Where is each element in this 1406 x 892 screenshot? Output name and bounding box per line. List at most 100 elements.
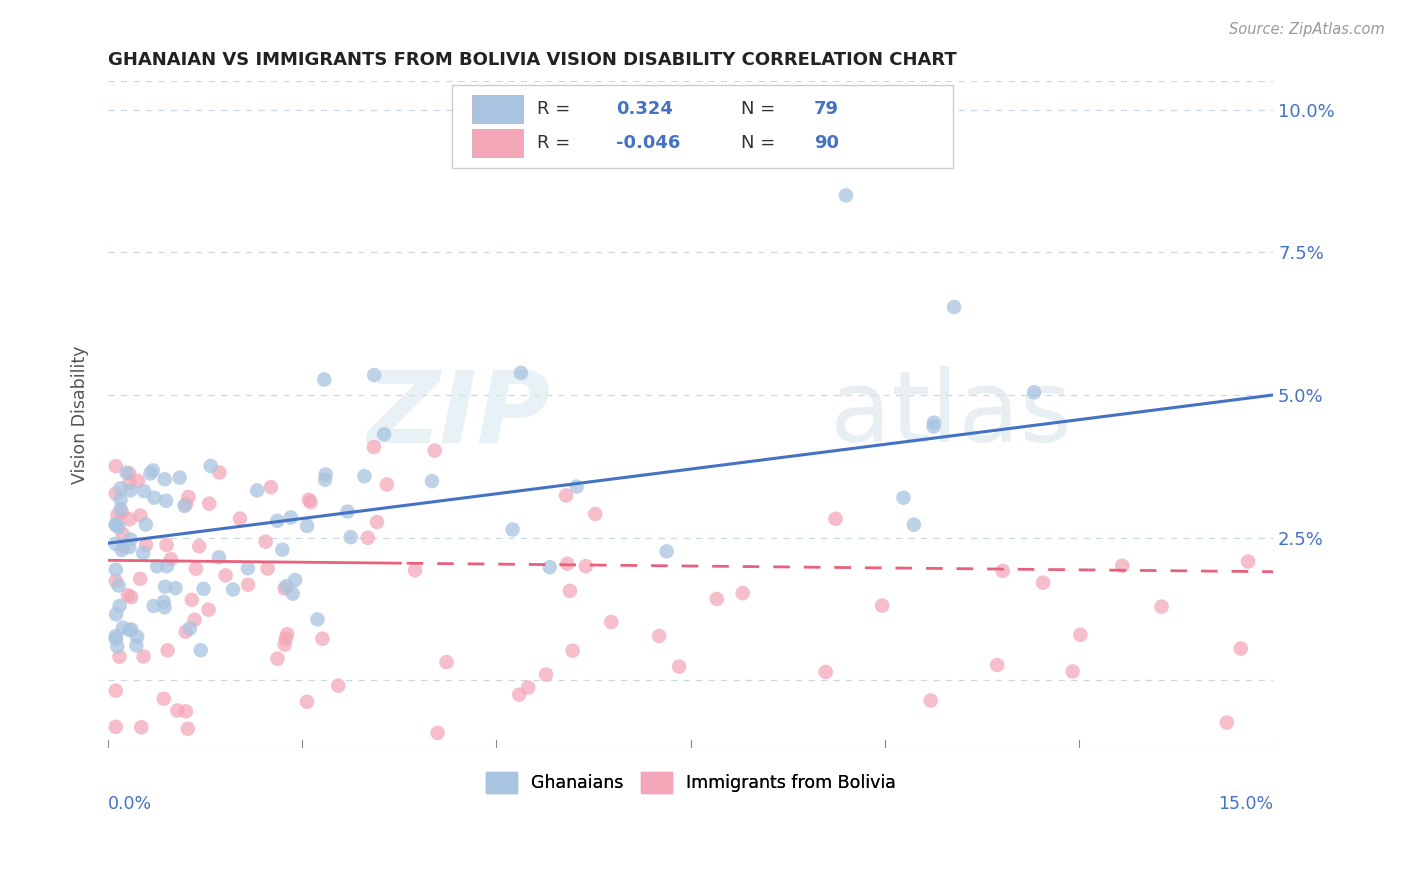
- Point: [169, 470, 191, 484]
- Point: [200, 458, 222, 473]
- Point: [104, 537, 127, 551]
- Point: [538, 560, 561, 574]
- Point: [229, 511, 252, 525]
- Point: [558, 583, 581, 598]
- Point: [155, 493, 177, 508]
- Point: [517, 681, 540, 695]
- Point: [254, 534, 277, 549]
- Point: [508, 688, 530, 702]
- Point: [1150, 599, 1173, 614]
- Point: [120, 623, 142, 637]
- Text: ZIP: ZIP: [368, 367, 551, 464]
- Point: [274, 632, 297, 646]
- Point: [183, 613, 205, 627]
- Point: [188, 539, 211, 553]
- Point: [534, 667, 557, 681]
- Text: R =: R =: [537, 101, 576, 119]
- Point: [129, 508, 152, 523]
- Point: [668, 659, 690, 673]
- Text: -0.046: -0.046: [616, 134, 681, 152]
- Point: [104, 459, 127, 474]
- Text: N =: N =: [741, 101, 780, 119]
- Text: N =: N =: [741, 134, 780, 152]
- Point: [943, 300, 966, 314]
- Text: 0.324: 0.324: [616, 101, 673, 119]
- Point: [986, 658, 1008, 673]
- Point: [583, 507, 606, 521]
- Point: [193, 582, 215, 596]
- Point: [118, 623, 141, 637]
- Point: [142, 463, 165, 477]
- Point: [314, 372, 336, 386]
- Point: [104, 720, 127, 734]
- Point: [600, 615, 623, 629]
- Point: [281, 587, 304, 601]
- Bar: [471, 95, 523, 123]
- Point: [295, 695, 318, 709]
- Point: [706, 591, 728, 606]
- Point: [375, 477, 398, 491]
- Point: [655, 544, 678, 558]
- Point: [104, 632, 127, 646]
- Point: [436, 655, 458, 669]
- Point: [260, 480, 283, 494]
- Point: [298, 492, 321, 507]
- Point: [105, 607, 128, 622]
- Point: [236, 577, 259, 591]
- Point: [555, 488, 578, 502]
- Point: [112, 540, 135, 554]
- Point: [165, 581, 187, 595]
- Point: [177, 722, 200, 736]
- Point: [208, 466, 231, 480]
- Point: [922, 416, 945, 430]
- Point: [336, 505, 359, 519]
- Bar: [471, 128, 523, 157]
- Point: [118, 475, 141, 490]
- Point: [256, 561, 278, 575]
- Point: [197, 602, 219, 616]
- Point: [179, 622, 201, 636]
- Point: [127, 630, 149, 644]
- Point: [104, 486, 127, 500]
- Point: [274, 638, 297, 652]
- Point: [110, 481, 132, 495]
- Point: [307, 612, 329, 626]
- Point: [339, 530, 361, 544]
- Point: [118, 512, 141, 526]
- Point: [174, 497, 197, 511]
- Y-axis label: Vision Disability: Vision Disability: [72, 346, 89, 484]
- Point: [153, 600, 176, 615]
- Point: [153, 472, 176, 486]
- Point: [565, 479, 588, 493]
- Point: [160, 552, 183, 566]
- Text: 15.0%: 15.0%: [1218, 795, 1274, 814]
- Point: [423, 443, 446, 458]
- Point: [420, 474, 443, 488]
- Point: [824, 512, 846, 526]
- Point: [135, 538, 157, 552]
- Point: [156, 559, 179, 574]
- Point: [110, 502, 132, 516]
- Text: 90: 90: [814, 134, 839, 152]
- Point: [1022, 385, 1045, 400]
- Point: [328, 679, 350, 693]
- Point: [295, 519, 318, 533]
- Point: [143, 491, 166, 505]
- Point: [104, 683, 127, 698]
- Point: [555, 557, 578, 571]
- Point: [648, 629, 671, 643]
- Point: [129, 572, 152, 586]
- Point: [991, 564, 1014, 578]
- Point: [104, 517, 127, 532]
- Point: [353, 469, 375, 483]
- Point: [131, 720, 153, 734]
- Point: [125, 638, 148, 652]
- Point: [1032, 575, 1054, 590]
- Point: [104, 563, 127, 577]
- Point: [1062, 665, 1084, 679]
- Point: [111, 505, 134, 519]
- Point: [198, 497, 221, 511]
- Point: [373, 427, 395, 442]
- Point: [366, 515, 388, 529]
- Text: Source: ZipAtlas.com: Source: ZipAtlas.com: [1229, 22, 1385, 37]
